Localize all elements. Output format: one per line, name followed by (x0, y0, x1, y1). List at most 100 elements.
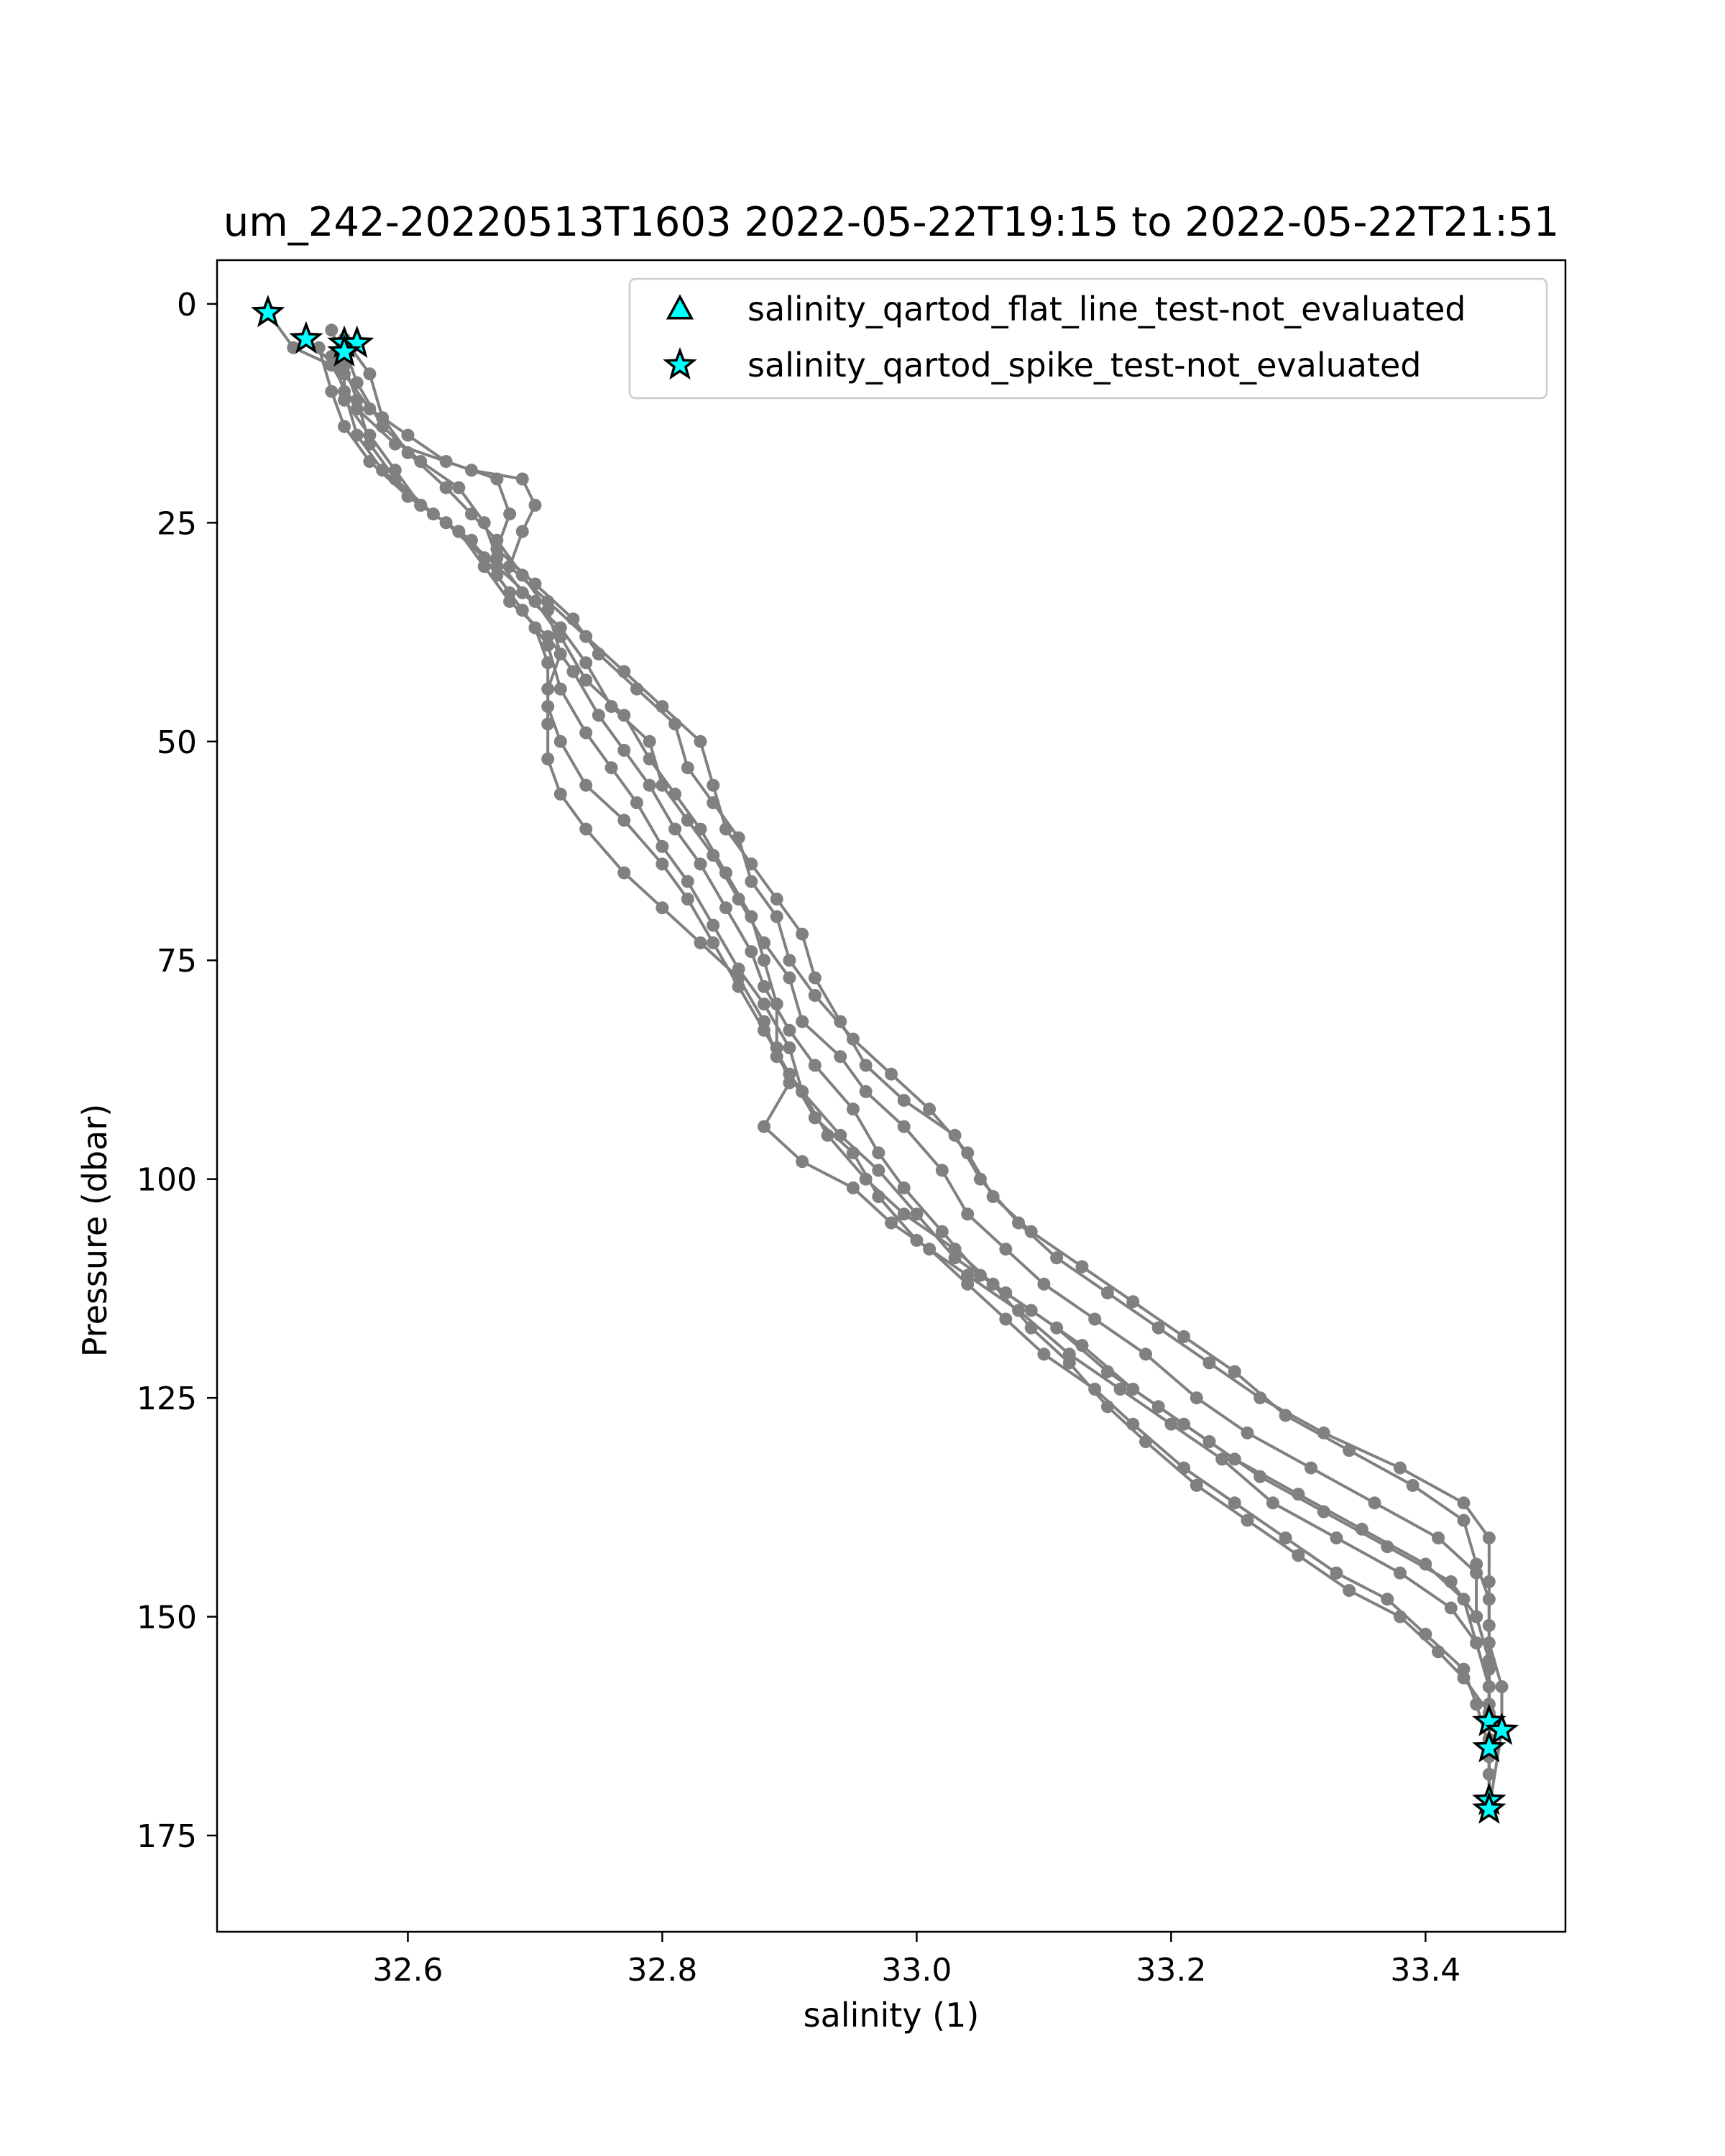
profile-point (1177, 1461, 1191, 1475)
profile-point (897, 1094, 911, 1107)
legend-triangle-marker (666, 294, 694, 320)
profile-point (758, 1120, 770, 1133)
profile-point (1088, 1383, 1102, 1396)
y-tick-label: 100 (137, 1162, 197, 1199)
profile-point (617, 709, 631, 722)
profile-point (707, 918, 720, 932)
profile-point (592, 709, 605, 722)
profile-point (694, 936, 707, 949)
profile-point (745, 910, 758, 923)
profile-point (1457, 1662, 1471, 1676)
profile-point (1050, 1251, 1064, 1265)
plot-frame (216, 259, 1567, 1933)
profile-point (897, 1207, 911, 1221)
profile-point (796, 1015, 809, 1028)
profile-point (796, 1155, 809, 1169)
profile-point (758, 998, 770, 1011)
profile-point (325, 384, 339, 398)
profile-point (668, 787, 682, 801)
profile-point (707, 936, 720, 949)
profile-point (363, 455, 377, 469)
profile-point (999, 1312, 1013, 1326)
profile-point (1393, 1566, 1407, 1580)
profile-point (452, 481, 466, 494)
profile-point (808, 971, 822, 985)
profile-point (1100, 1365, 1114, 1378)
chart-title: um_242-20220513T1603 2022-05-22T19:15 to… (224, 199, 1560, 246)
profile-point (1126, 1295, 1140, 1309)
profile-point (1419, 1627, 1432, 1641)
profile-point (604, 700, 618, 714)
profile-point (1343, 1584, 1356, 1598)
profile-point (579, 726, 593, 740)
profile-point (758, 980, 770, 993)
profile-point (1012, 1216, 1025, 1230)
profile-point (465, 507, 478, 521)
profile-point (515, 586, 529, 599)
legend-box (628, 277, 1548, 400)
profile-point (783, 1023, 796, 1037)
y-tick-label: 150 (137, 1600, 197, 1636)
profile-point (1444, 1575, 1458, 1588)
x-tick-label: 33.2 (1136, 1952, 1206, 1989)
profile-point (1241, 1426, 1254, 1439)
profile-point (1075, 1260, 1089, 1273)
profile-point (503, 586, 517, 599)
flag-star-marker (289, 321, 323, 354)
profile-point (1126, 1417, 1140, 1431)
profile-point (566, 612, 580, 626)
profile-point (439, 455, 453, 469)
profile-point (1228, 1496, 1241, 1510)
profile-point (579, 673, 593, 687)
profile-point (1024, 1225, 1038, 1238)
profile-point (694, 822, 707, 836)
profile-point (1100, 1286, 1114, 1299)
y-tick-label: 0 (177, 287, 197, 323)
profile-point (1012, 1304, 1025, 1317)
profile-point (541, 682, 555, 696)
y-axis-label: Pressure (dbar) (75, 1104, 114, 1357)
profile-point (1050, 1321, 1064, 1335)
profile-point (1266, 1496, 1279, 1510)
profile-point (681, 761, 694, 775)
profile-point (617, 866, 631, 880)
profile-point (604, 761, 618, 775)
profile-point (1151, 1400, 1165, 1414)
x-axis-label: salinity (1) (804, 1996, 980, 2035)
profile-point (1062, 1356, 1076, 1370)
profile-point (846, 1032, 860, 1046)
profile-point (338, 420, 351, 433)
flag-star-marker (327, 333, 362, 367)
flag-star-marker (251, 295, 285, 328)
profile-point (452, 525, 466, 538)
profile-point (1215, 1452, 1229, 1466)
y-tick-label: 25 (157, 505, 197, 542)
profile-point (770, 893, 783, 906)
y-tick-label: 75 (157, 943, 197, 980)
profile-point (477, 516, 491, 530)
profile-point (745, 875, 758, 888)
profile-point (732, 971, 745, 985)
profile-point (986, 1190, 1000, 1203)
y-tick-label: 125 (137, 1381, 197, 1417)
profile-point (758, 1015, 770, 1028)
profile-point (707, 796, 720, 809)
profile-point (553, 734, 567, 748)
profile-point (643, 752, 656, 766)
profile-point (541, 717, 555, 731)
axes: 32.6 32.8 33.0 33.2 33.4 0 25 50 75 100 125 150 175 (137, 259, 1567, 1989)
profile-point (363, 428, 377, 442)
profile-point (1432, 1531, 1445, 1544)
flag-star-marker (1484, 1712, 1519, 1746)
profile-point (732, 831, 745, 844)
profile-point (1202, 1356, 1216, 1370)
profile-point (490, 472, 504, 486)
profile-point (1482, 1680, 1496, 1693)
profile-point (1470, 1636, 1484, 1650)
profile-point (1482, 1654, 1496, 1667)
profile-point (630, 682, 643, 696)
profile-point (821, 1128, 834, 1142)
profile-point (770, 998, 783, 1011)
profile-point (808, 1059, 822, 1072)
x-tick-label: 33.0 (881, 1952, 952, 1989)
